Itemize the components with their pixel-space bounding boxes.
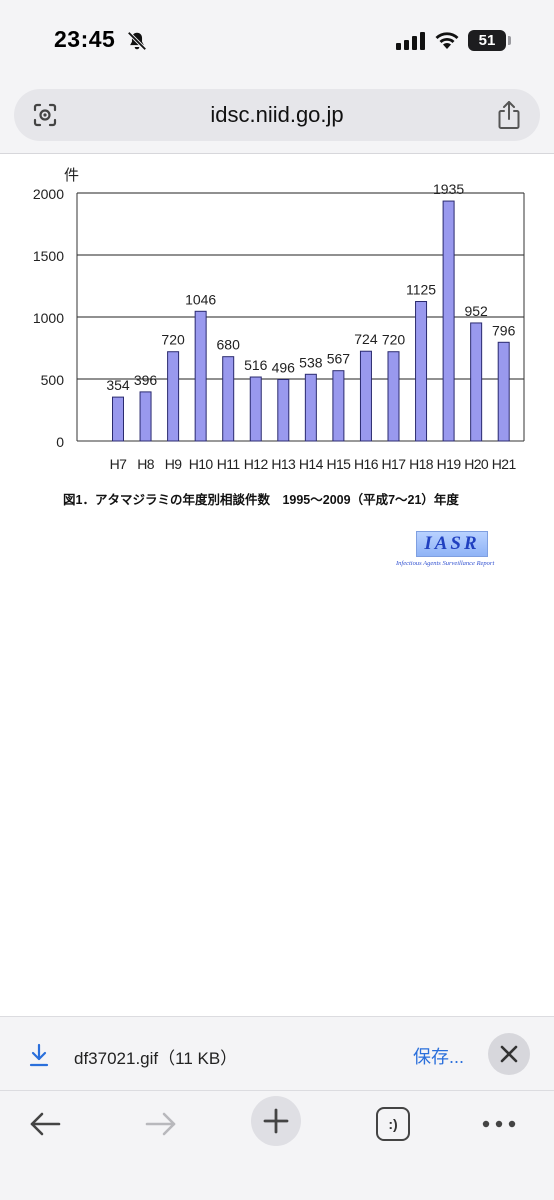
x-tick-label-H8: H8 xyxy=(137,456,155,472)
close-icon xyxy=(500,1045,518,1063)
data-label-H21: 796 xyxy=(492,322,516,338)
url-text[interactable]: idsc.niid.go.jp xyxy=(210,102,344,127)
y-tick-label: 1000 xyxy=(33,310,64,326)
bar-H14 xyxy=(304,373,317,442)
y-tick-label: 0 xyxy=(56,434,64,450)
data-label-H8: 396 xyxy=(134,372,158,388)
x-tick-label-H7: H7 xyxy=(110,456,128,472)
bar-H19 xyxy=(442,200,455,442)
data-label-H12: 516 xyxy=(244,357,268,373)
download-bar: df37021.gif（11 KB） 保存... xyxy=(0,1016,554,1090)
x-tick-label-H19: H19 xyxy=(437,456,462,472)
bar-H20 xyxy=(470,322,483,442)
bar-H10 xyxy=(194,310,207,442)
bar-H8 xyxy=(139,391,152,442)
y-axis-label: 件 xyxy=(64,166,79,184)
x-tick-label-H11: H11 xyxy=(217,456,241,472)
plus-icon xyxy=(263,1108,289,1134)
x-tick-label-H21: H21 xyxy=(492,456,517,472)
x-tick-label-H10: H10 xyxy=(189,456,214,472)
bar-H17 xyxy=(387,351,400,442)
data-label-H20: 952 xyxy=(464,303,488,319)
bar-H15 xyxy=(332,370,345,442)
close-download-button[interactable] xyxy=(488,1033,530,1075)
bar-H12 xyxy=(249,376,262,442)
y-tick-label: 1500 xyxy=(33,248,64,264)
battery-percent: 51 xyxy=(478,32,496,49)
forward-button[interactable] xyxy=(136,1101,186,1147)
bar-H18 xyxy=(415,301,428,442)
y-tick-label: 500 xyxy=(41,372,65,388)
battery-cap xyxy=(508,36,511,45)
visual-search-icon[interactable] xyxy=(32,102,58,128)
data-label-H15: 567 xyxy=(327,351,351,367)
download-file-name: df37021.gif（11 KB） xyxy=(74,1049,238,1068)
cellular-signal-icon xyxy=(396,32,425,50)
iasr-logo: IASR xyxy=(416,531,488,557)
x-tick-label-H13: H13 xyxy=(271,456,296,472)
image-content: 0 500 1000 1500 2000 件 354 H7 396 H8 720 H9 1046 H10 6… xyxy=(0,155,554,1015)
x-tick-label-H9: H9 xyxy=(165,456,183,472)
data-label-H18: 1125 xyxy=(406,282,436,298)
bar-H7 xyxy=(112,396,124,442)
browser-toolbar: :) xyxy=(0,1090,554,1200)
browser-address-area: idsc.niid.go.jp xyxy=(0,80,554,154)
data-label-H16: 724 xyxy=(354,331,378,347)
share-icon[interactable] xyxy=(496,100,522,130)
data-label-H7: 354 xyxy=(106,377,130,393)
download-icon xyxy=(29,1043,49,1067)
forward-arrow-icon xyxy=(145,1112,176,1136)
y-tick-label: 2000 xyxy=(33,186,64,202)
bar-H21 xyxy=(497,341,510,442)
x-tick-label-H16: H16 xyxy=(354,456,379,472)
x-tick-label-H12: H12 xyxy=(244,456,269,472)
bell-slash-icon xyxy=(127,31,147,51)
address-bar[interactable]: idsc.niid.go.jp xyxy=(14,89,540,141)
status-bar: 23:45 51 xyxy=(0,0,554,80)
bar-H9 xyxy=(167,351,180,442)
status-time: 23:45 xyxy=(54,26,116,52)
data-label-H19: 1935 xyxy=(433,181,464,197)
figure-caption: 図1．アタマジラミの年度別相談件数 1995～2009（平成7～21）年度 xyxy=(63,493,459,507)
data-label-H9: 720 xyxy=(161,332,185,348)
x-tick-label-H15: H15 xyxy=(326,456,351,472)
iasr-logo-text: IASR xyxy=(424,533,480,554)
data-label-H14: 538 xyxy=(299,354,323,370)
x-tick-label-H17: H17 xyxy=(382,456,407,472)
data-label-H10: 1046 xyxy=(185,291,216,307)
more-menu-button[interactable] xyxy=(474,1101,524,1147)
bar-H16 xyxy=(359,350,372,442)
more-dots-icon xyxy=(482,1120,516,1128)
x-tick-label-H14: H14 xyxy=(299,456,324,472)
data-label-H13: 496 xyxy=(272,359,296,375)
battery-fill xyxy=(470,32,488,49)
bar-H11 xyxy=(222,356,235,442)
tabs-button[interactable]: :) xyxy=(376,1107,410,1141)
x-tick-label-H18: H18 xyxy=(409,456,434,472)
data-label-H11: 680 xyxy=(217,337,241,353)
battery-indicator: 51 xyxy=(468,30,506,51)
wifi-icon xyxy=(435,32,459,49)
bar-H13 xyxy=(277,378,290,442)
save-button[interactable]: 保存... xyxy=(413,1047,465,1067)
new-tab-button[interactable] xyxy=(251,1096,301,1146)
back-arrow-icon xyxy=(30,1112,61,1136)
iasr-logo-subtitle: Infectious Agents Surveillance Report xyxy=(396,560,495,567)
back-button[interactable] xyxy=(20,1101,70,1147)
x-tick-label-H20: H20 xyxy=(464,456,489,472)
data-label-H17: 720 xyxy=(382,332,406,348)
